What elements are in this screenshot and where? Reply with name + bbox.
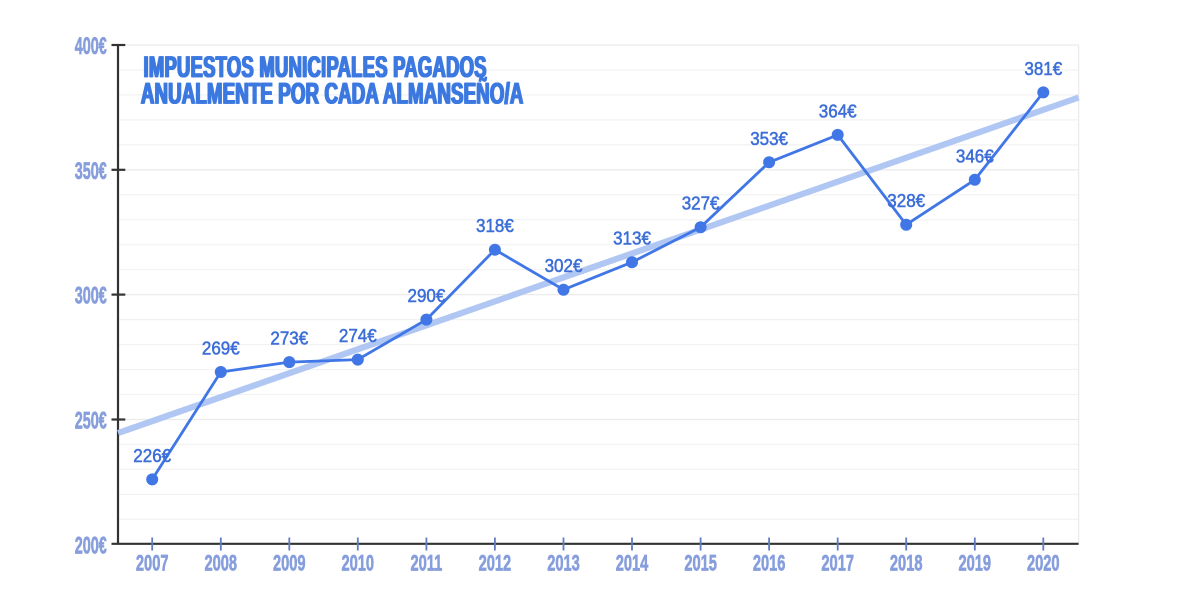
- svg-text:273€: 273€: [270, 328, 308, 349]
- svg-text:ANUALMENTE POR CADA ALMANSEÑO/: ANUALMENTE POR CADA ALMANSEÑO/A: [142, 77, 525, 110]
- svg-text:2017: 2017: [821, 551, 854, 576]
- svg-text:328€: 328€: [887, 190, 925, 211]
- svg-text:ANUALMENTE POR CADA ALMANSEÑO/: ANUALMENTE POR CADA ALMANSEÑO/A: [140, 77, 523, 110]
- svg-text:IMPUESTOS MUNICIPALES PAGADOS: IMPUESTOS MUNICIPALES PAGADOS: [143, 52, 486, 84]
- svg-text:2011: 2011: [411, 551, 443, 576]
- svg-text:269€: 269€: [202, 338, 240, 359]
- svg-text:353€: 353€: [750, 128, 788, 149]
- svg-text:2016: 2016: [753, 551, 786, 576]
- svg-text:318€: 318€: [476, 215, 514, 236]
- svg-text:302€: 302€: [545, 255, 583, 276]
- svg-text:364€: 364€: [819, 101, 857, 122]
- svg-text:226€: 226€: [133, 445, 171, 466]
- svg-text:350€: 350€: [75, 158, 107, 185]
- svg-text:2020: 2020: [1027, 551, 1060, 576]
- svg-text:2019: 2019: [959, 551, 992, 576]
- svg-text:2007: 2007: [136, 551, 169, 576]
- svg-text:2012: 2012: [479, 551, 512, 576]
- svg-text:250€: 250€: [75, 408, 107, 435]
- svg-text:2015: 2015: [684, 551, 717, 576]
- svg-text:2009: 2009: [273, 551, 306, 576]
- svg-text:300€: 300€: [75, 283, 107, 310]
- svg-text:290€: 290€: [408, 285, 446, 306]
- svg-text:327€: 327€: [682, 193, 720, 214]
- svg-text:2010: 2010: [342, 551, 375, 576]
- svg-text:200€: 200€: [75, 533, 107, 560]
- svg-text:IMPUESTOS MUNICIPALES PAGADOS: IMPUESTOS MUNICIPALES PAGADOS: [144, 52, 487, 84]
- svg-text:381€: 381€: [1024, 58, 1062, 79]
- svg-text:313€: 313€: [613, 228, 651, 249]
- svg-text:2013: 2013: [547, 551, 580, 576]
- svg-text:274€: 274€: [339, 325, 377, 346]
- svg-text:2018: 2018: [890, 551, 923, 576]
- svg-text:2014: 2014: [616, 551, 649, 576]
- svg-text:346€: 346€: [956, 146, 994, 167]
- svg-text:2008: 2008: [205, 551, 238, 576]
- svg-text:ANUALMENTE POR CADA ALMANSEÑO/: ANUALMENTE POR CADA ALMANSEÑO/A: [141, 77, 524, 110]
- svg-text:IMPUESTOS MUNICIPALES PAGADOS: IMPUESTOS MUNICIPALES PAGADOS: [144, 52, 487, 84]
- svg-text:400€: 400€: [75, 33, 107, 60]
